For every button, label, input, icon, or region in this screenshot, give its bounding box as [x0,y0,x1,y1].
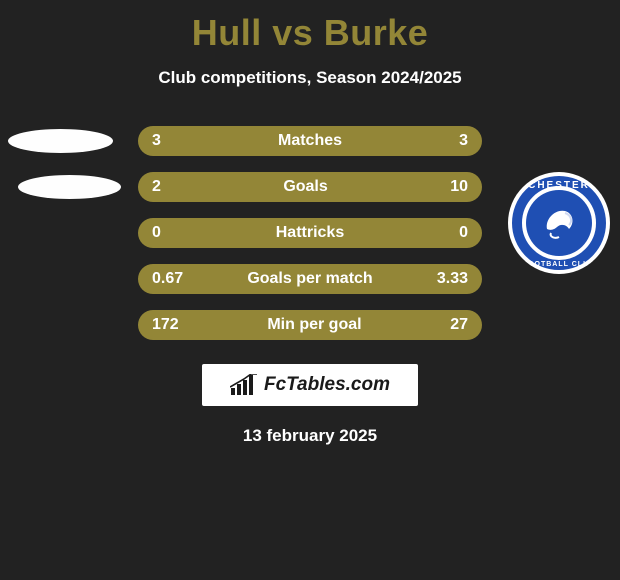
stat-row: 2 Goals 10 [0,172,620,218]
stat-label: Goals [161,178,450,196]
stat-left-value: 0 [152,224,161,242]
brand-text: FcTables.com [264,374,390,396]
stat-pill-matches: 3 Matches 3 [138,126,482,156]
stat-label: Goals per match [183,270,437,288]
stat-right-value: 0 [459,224,468,242]
stat-row: 172 Min per goal 27 [0,310,620,356]
stat-right-value: 3.33 [437,270,468,288]
stat-pill-goals: 2 Goals 10 [138,172,482,202]
brand-box: FcTables.com [202,364,418,406]
stat-pill-mpg: 172 Min per goal 27 [138,310,482,340]
stat-right-value: 10 [450,178,468,196]
stat-pill-gpm: 0.67 Goals per match 3.33 [138,264,482,294]
subtitle: Club competitions, Season 2024/2025 [0,68,620,88]
stat-left-value: 2 [152,178,161,196]
stat-row: 0 Hattricks 0 [0,218,620,264]
comparison-block: CHESTER FOOTBALL CLUB 3 Matches 3 2 Goal… [0,126,620,356]
stat-row: 0.67 Goals per match 3.33 [0,264,620,310]
stat-pill-hattricks: 0 Hattricks 0 [138,218,482,248]
stat-left-value: 0.67 [152,270,183,288]
stat-label: Hattricks [161,224,459,242]
stat-label: Matches [161,132,459,150]
page-title: Hull vs Burke [0,0,620,54]
stat-label: Min per goal [179,316,451,334]
barchart-icon [230,374,258,396]
date-text: 13 february 2025 [0,426,620,446]
stat-right-value: 3 [459,132,468,150]
stat-left-value: 3 [152,132,161,150]
stat-right-value: 27 [450,316,468,334]
stat-left-value: 172 [152,316,179,334]
stat-row: 3 Matches 3 [0,126,620,172]
